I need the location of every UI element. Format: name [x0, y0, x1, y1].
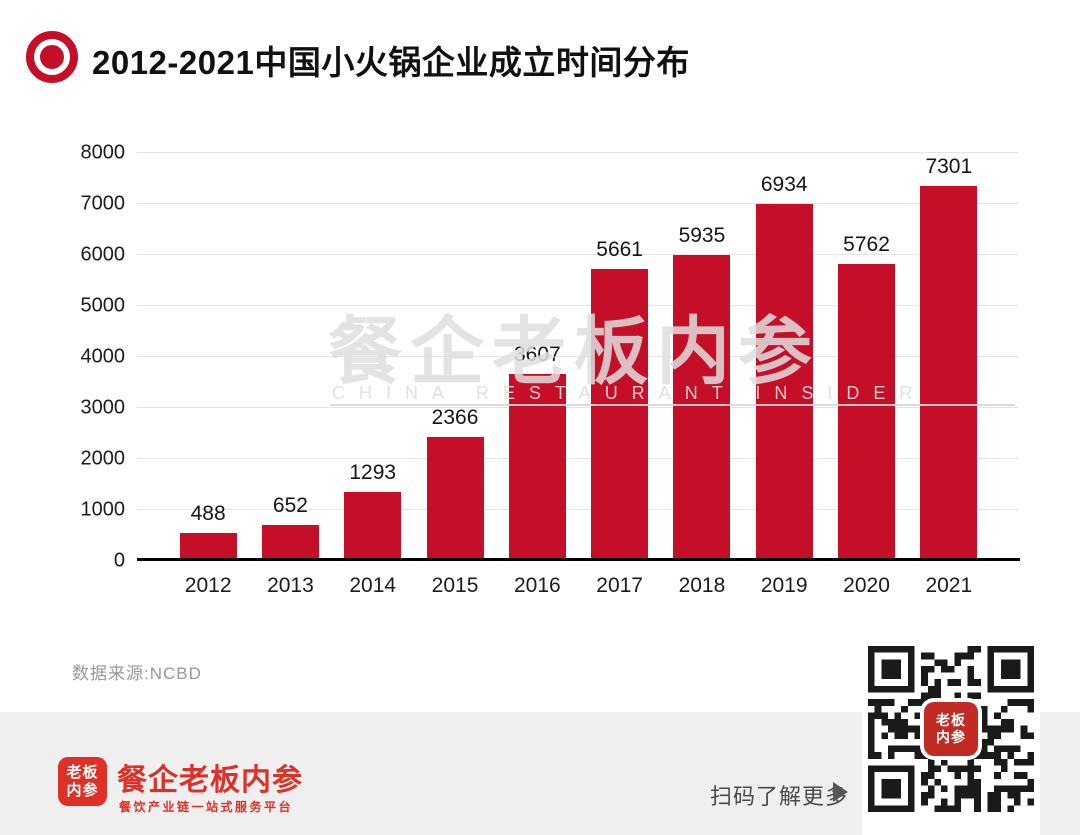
x-tick-label: 2016: [513, 574, 561, 597]
bar-slot: 5935: [661, 153, 743, 558]
brand-logo: 老板 内参: [58, 757, 107, 806]
y-tick-label: 1000: [80, 498, 126, 521]
x-labels-row: 2012 2013 2014 2015 2016 2017 2018 2019 2020 2021: [137, 574, 1020, 598]
x-tick-label: 2012: [184, 574, 232, 597]
bar-value-label: 7301: [925, 154, 973, 178]
bar-slot: 5762: [825, 153, 907, 558]
y-axis: 0 1000 2000 3000 4000 5000 6000 7000 8000: [0, 142, 126, 572]
y-tick-label: 2000: [80, 447, 126, 470]
y-tick-label: 5000: [80, 294, 126, 317]
watermark-underline: [330, 404, 1015, 406]
arrow-right-icon: [833, 782, 848, 802]
qr-logo-line1: 老板: [936, 712, 966, 729]
x-tick-label: 2017: [596, 574, 643, 597]
bullseye-icon: [26, 31, 78, 83]
bar: [426, 437, 484, 558]
x-tick-label: 2019: [760, 574, 808, 597]
gridline: [137, 254, 1018, 255]
bar: [344, 492, 402, 558]
bar: [920, 185, 978, 558]
x-tick-label: 2021: [925, 574, 973, 597]
brand-name: 餐企老板内参: [117, 764, 303, 797]
bar: [673, 255, 731, 558]
bar-value-label: 6934: [760, 173, 808, 197]
watermark-en: CHINA RESTAURANT INSIDER: [332, 383, 927, 403]
bar: [591, 269, 649, 558]
x-tick-label: 2018: [678, 574, 726, 597]
bar: [838, 264, 896, 558]
bar-slot: 6934: [743, 153, 825, 558]
bar-slot: 652: [249, 153, 331, 558]
bar: [755, 204, 813, 558]
bar: [179, 533, 237, 558]
y-tick-label: 6000: [80, 243, 126, 266]
bar-slot: 2366: [414, 153, 496, 558]
bar-slot: 5661: [578, 153, 660, 558]
qr-code: 老板 内参: [868, 646, 1034, 812]
watermark-cn: 餐企老板内参: [328, 310, 820, 393]
bar-slot: 488: [167, 153, 249, 558]
y-tick-label: 7000: [80, 192, 126, 215]
gridline: [137, 305, 1018, 306]
bar-value-label: 5935: [678, 224, 726, 248]
bar-value-label: 3607: [513, 343, 561, 366]
bar-value-label: 5762: [843, 233, 890, 257]
y-tick-label: 0: [113, 549, 125, 572]
y-tick-label: 8000: [80, 141, 126, 164]
x-tick-label: 2015: [431, 574, 479, 597]
scan-hint-text: 扫码了解更多: [710, 784, 849, 809]
bar-slot: 7301: [908, 153, 990, 558]
bar: [261, 524, 319, 558]
bar-value-label: 2366: [431, 406, 479, 430]
x-tick-label: 2013: [267, 574, 314, 597]
bar-value-label: 488: [190, 502, 226, 526]
chart-title: 2012-2021中国小火锅企业成立时间分布: [92, 44, 690, 81]
x-tick-label: 2020: [843, 574, 890, 597]
qr-center-logo: 老板 内参: [924, 702, 978, 756]
brand-logo-line2: 内参: [66, 781, 99, 799]
gridline: [137, 356, 1018, 357]
x-tick-label: 2014: [349, 574, 397, 597]
gridline: [137, 509, 1018, 510]
gridline: [137, 458, 1018, 459]
y-tick-label: 3000: [80, 396, 126, 419]
bar-slot: 1293: [332, 153, 414, 558]
gridline: [137, 203, 1018, 204]
data-source-note: 数据来源:NCBD: [72, 664, 202, 683]
brand-logo-line1: 老板: [66, 764, 99, 782]
y-tick-label: 4000: [80, 345, 126, 368]
gridline: [137, 407, 1018, 408]
gridline: [137, 152, 1018, 153]
qr-logo-line2: 内参: [936, 729, 966, 745]
brand-tagline: 餐饮产业链一站式服务平台: [119, 800, 294, 814]
bar-value-label: 652: [272, 493, 308, 517]
bar-value-label: 5661: [596, 238, 643, 262]
bar-value-label: 1293: [349, 461, 397, 485]
